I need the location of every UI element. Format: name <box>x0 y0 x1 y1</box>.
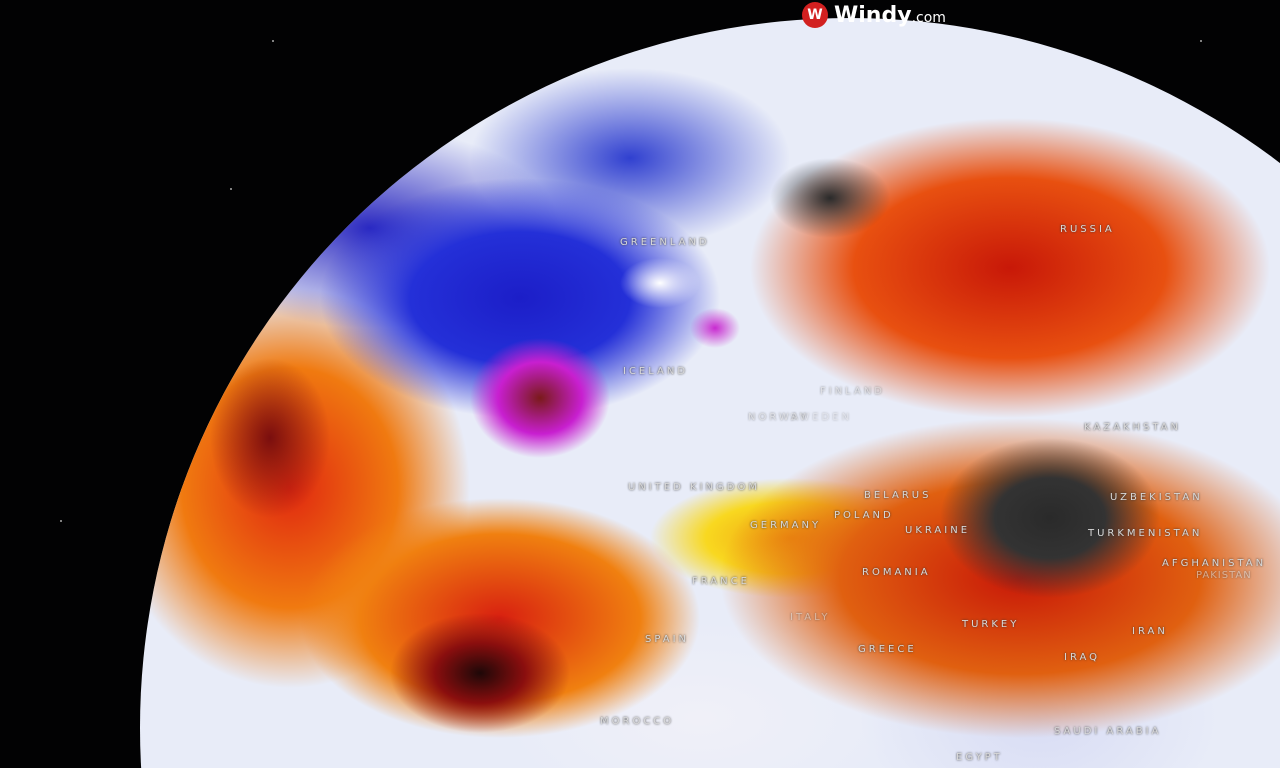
label-finland: FINLAND <box>820 386 886 397</box>
star <box>272 40 274 42</box>
label-kazakhstan: KAZAKHSTAN <box>1084 422 1181 433</box>
label-iran: IRAN <box>1132 626 1168 637</box>
label-france: FRANCE <box>692 576 750 587</box>
label-morocco: MOROCCO <box>600 716 675 727</box>
label-italy: ITALY <box>790 612 831 623</box>
windy-logo[interactable]: W Windy.com <box>802 2 946 28</box>
brand-name: Windy <box>834 2 912 28</box>
label-turkmenistan: TURKMENISTAN <box>1088 528 1203 539</box>
label-ukraine: UKRAINE <box>905 525 971 536</box>
label-pakistan: PAKISTAN <box>1196 570 1252 581</box>
label-germany: GERMANY <box>750 520 822 531</box>
label-saudi-arabia: SAUDI ARABIA <box>1054 726 1162 737</box>
label-united-kingdom: UNITED KINGDOM <box>628 482 760 493</box>
label-norway: NORWAY <box>748 412 810 423</box>
label-spain: SPAIN <box>645 634 690 645</box>
label-russia: RUSSIA <box>1060 224 1115 235</box>
globe-weather-layer[interactable] <box>140 18 1280 768</box>
star <box>230 188 232 190</box>
star <box>1200 40 1202 42</box>
label-belarus: BELARUS <box>864 490 932 501</box>
label-sweden: SWEDEN <box>790 412 853 423</box>
label-turkey: TURKEY <box>962 619 1020 630</box>
windy-logo-icon: W <box>802 2 828 28</box>
label-greenland: GREENLAND <box>620 237 710 248</box>
brand-suffix: .com <box>911 9 946 26</box>
label-romania: ROMANIA <box>862 567 931 578</box>
label-uzbekistan: UZBEKISTAN <box>1110 492 1203 503</box>
label-egypt: EGYPT <box>956 752 1003 763</box>
label-afghanistan: AFGHANISTAN <box>1162 558 1267 569</box>
label-greece: GREECE <box>858 644 917 655</box>
label-poland: POLAND <box>834 510 894 521</box>
label-iraq: IRAQ <box>1064 652 1101 663</box>
label-iceland: ICELAND <box>623 366 689 377</box>
star <box>60 520 62 522</box>
